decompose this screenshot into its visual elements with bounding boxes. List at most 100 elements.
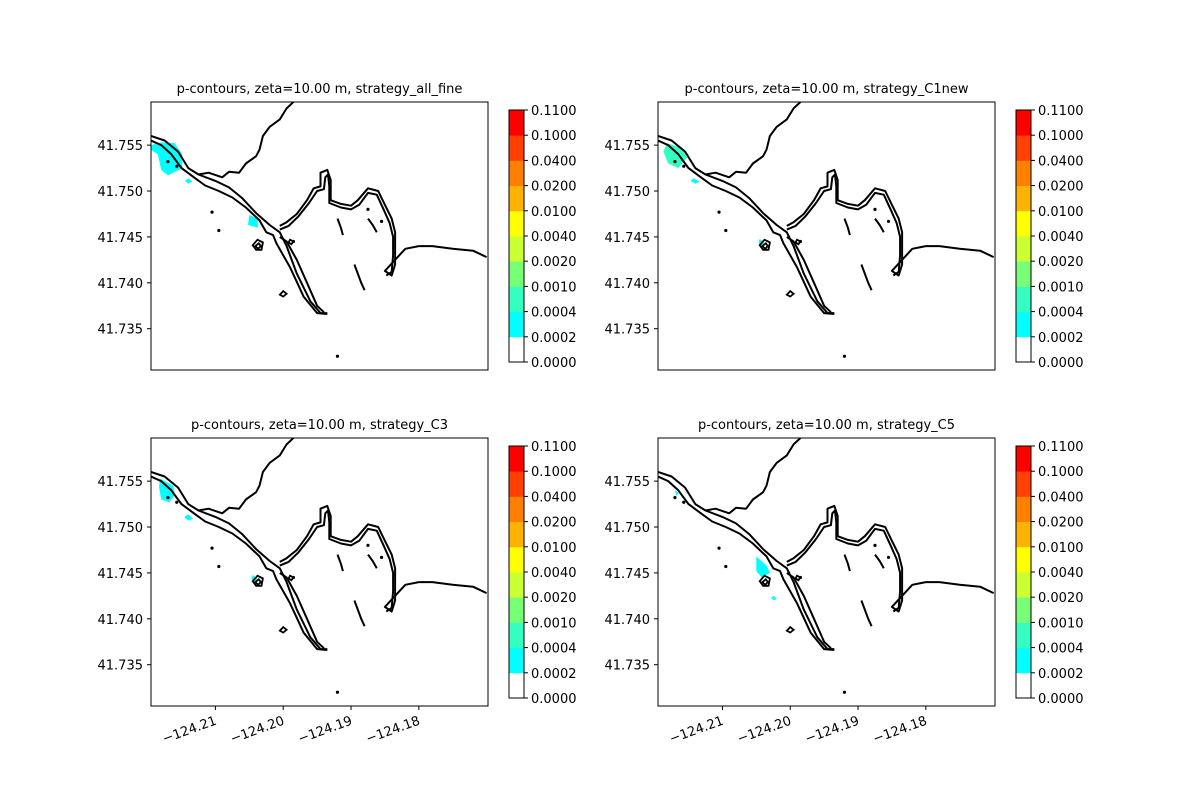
island-outline [785,289,796,298]
colorbar-tick-label: 0.0002 [531,667,577,682]
axes-frame [150,101,489,371]
subplot-2: p-contours, zeta=10.00 m, strategy_C1new… [605,82,1084,371]
y-tick-label: 41.755 [605,475,651,490]
y-tick-label: 41.750 [605,521,651,536]
coastline [151,135,328,315]
y-tick-label: 41.745 [605,231,651,246]
rock-dot [175,164,179,168]
colorbar-tick-label: 0.1000 [1038,129,1084,144]
rock-dot [366,207,370,211]
colorbar-tick-label: 0.0020 [531,591,577,606]
coastline [843,218,851,236]
coastline [658,139,835,315]
colorbar-segment [509,336,524,363]
colorbar-segment [509,110,524,136]
rock-dot [166,160,170,164]
y-tick-label: 41.735 [98,659,144,674]
colorbar-segment [1016,160,1031,186]
rock-dot [175,500,179,504]
rock-dot [886,555,891,559]
colorbar-tick-label: 0.0200 [531,516,577,531]
axes-frame [657,437,996,707]
contour-patch [756,556,770,578]
colorbar-segment [509,185,524,212]
colorbar-segment [1016,135,1031,161]
colorbar-tick-label: 0.0040 [1038,566,1084,581]
colorbar: 0.0000 0.0002 0.0004 0.0010 0.0020 0.0040 0.01… [1015,440,1084,707]
colorbar-segment [1016,496,1031,522]
coastline [658,135,835,315]
coastline [353,600,366,627]
colorbar-segment [1016,521,1031,548]
contour-patch [184,514,193,521]
rock-dot [335,690,340,694]
rock-dot [335,354,340,358]
rock-dot [291,239,295,244]
y-tick-label: 41.740 [98,277,144,292]
colorbar-tick-label: 0.0010 [531,280,577,295]
island-outline [761,241,769,251]
rock-dot [682,164,686,168]
rock-dot [717,546,721,550]
colorbar-tick-label: 0.0040 [531,566,577,581]
rock-dot [210,546,214,550]
rock-dot [798,239,802,244]
colorbar-tick-label: 0.0200 [1038,180,1084,195]
contour-patch [771,595,777,601]
colorbar-segment [1016,336,1031,363]
y-tick-label: 41.745 [98,567,144,582]
colorbar-segment [509,496,524,522]
coastline [279,236,325,313]
island-outline [785,625,796,634]
colorbar-segment [509,236,524,262]
y-tick-label: 41.740 [605,277,651,292]
colorbar-segment [509,261,524,287]
colorbar-tick-label: 0.0010 [531,616,577,631]
subplot-title: p-contours, zeta=10.00 m, strategy_all_f… [177,82,463,97]
contour-patch [248,214,259,228]
x-tick-label: −124.21 [161,714,219,747]
colorbar-tick-label: 0.1100 [1038,440,1084,455]
coastline [786,504,995,613]
rock-dot [217,228,221,233]
y-tick-label: 41.735 [98,323,144,338]
coastline [367,218,378,233]
colorbar-segment [1016,572,1031,598]
colorbar: 0.0000 0.0002 0.0004 0.0010 0.0020 0.0040 0.01… [508,104,577,371]
contour-patch [675,490,679,496]
colorbar-tick-label: 0.1100 [531,104,577,119]
island-outline [758,238,771,251]
contour-patch [159,478,175,503]
island-outline [278,289,289,298]
y-tick-label: 41.750 [98,185,144,200]
colorbar: 0.0000 0.0002 0.0004 0.0010 0.0020 0.0040 0.01… [1015,104,1084,371]
coastline [658,471,835,651]
colorbar-tick-label: 0.0200 [531,180,577,195]
contour-patch [151,142,183,176]
colorbar-tick-label: 0.0400 [1038,490,1084,505]
coastline [843,554,851,572]
colorbar-tick-label: 0.0004 [1038,642,1084,657]
coastline [786,168,995,277]
coastline [860,600,873,627]
coastline [279,509,395,613]
y-tick-label: 41.755 [98,139,144,154]
colorbar-tick-label: 0.1100 [1038,104,1084,119]
rock-dot [210,210,214,214]
colorbar-segment [509,446,524,472]
rock-dot [682,500,686,504]
colorbar: 0.0000 0.0002 0.0004 0.0010 0.0020 0.0040 0.01… [508,440,577,707]
rock-dot [291,575,295,580]
subplot-3: p-contours, zeta=10.00 m, strategy_C3 41.… [98,418,577,747]
rock-dot [798,575,802,580]
rock-dot [673,160,677,164]
colorbar-tick-label: 0.0100 [531,541,577,556]
colorbar-segment [1016,311,1031,338]
y-tick-label: 41.750 [98,521,144,536]
rock-dot [366,543,370,547]
x-tick-label: −124.20 [735,714,793,747]
coastline [279,504,488,613]
coastline [705,102,802,179]
rock-dot [724,564,728,569]
